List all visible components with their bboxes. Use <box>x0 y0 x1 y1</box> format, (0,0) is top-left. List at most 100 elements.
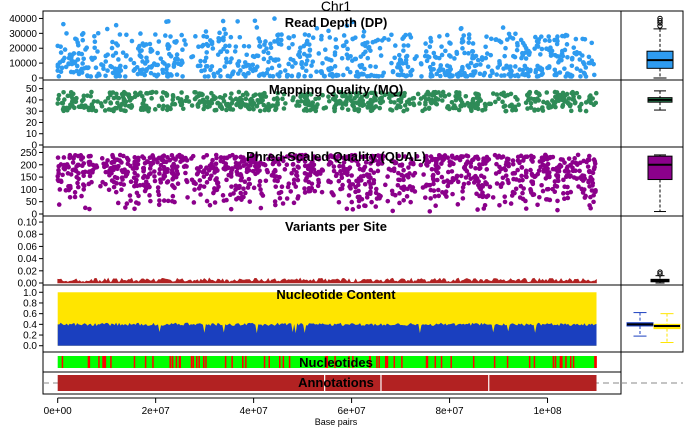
qual-point <box>481 206 487 211</box>
qual-point <box>295 164 301 170</box>
mapping-quality-point <box>470 98 476 103</box>
mapping-quality-point <box>345 95 351 100</box>
qual-point <box>455 202 461 207</box>
qual-point <box>87 173 93 179</box>
qual-point <box>494 161 499 167</box>
read-depth-point <box>400 36 405 41</box>
qual-point <box>260 161 266 167</box>
qual-point <box>280 155 286 161</box>
qual-point <box>276 190 282 196</box>
qual-point <box>221 166 227 171</box>
nucleotides-gap-mark <box>506 356 509 368</box>
read-depth-point <box>84 45 90 51</box>
read-depth-point <box>409 67 415 73</box>
read-depth-point <box>110 53 116 58</box>
qual-point <box>402 154 408 159</box>
read-depth-point <box>329 71 335 77</box>
qual-point <box>503 173 509 178</box>
qual-point <box>475 207 480 212</box>
qual-point <box>565 184 570 190</box>
read-depth-point <box>361 71 366 77</box>
read-depth-point <box>290 64 295 69</box>
qual-point <box>291 177 297 183</box>
read-depth-point <box>140 41 146 46</box>
qual-point <box>170 183 175 188</box>
qual-point <box>450 155 455 160</box>
qual-point <box>585 164 591 169</box>
qual-point <box>115 164 121 170</box>
read-depth-point <box>155 62 161 68</box>
read-depth-point <box>297 49 302 55</box>
read-depth-point <box>223 31 228 37</box>
mapping-quality-point <box>108 100 114 106</box>
mapping-quality-point <box>70 91 76 97</box>
qual-point <box>497 203 502 208</box>
qual-point <box>76 170 81 176</box>
qual-point <box>432 193 438 199</box>
read-depth-point <box>396 52 402 58</box>
qual-point <box>364 195 370 200</box>
qual-point <box>279 184 285 190</box>
mapping-quality-point <box>221 98 227 104</box>
nucleotides-gap-mark <box>434 356 437 368</box>
qual-point <box>373 204 379 209</box>
read-depth-point <box>452 56 457 61</box>
mapping-quality-point <box>106 107 112 112</box>
read-depth-point <box>306 33 312 38</box>
qual-point <box>454 154 460 160</box>
qual-point <box>239 175 244 181</box>
read-depth-point <box>423 49 429 54</box>
panel-title-nucleotides: Nucleotides <box>299 355 373 370</box>
read-depth-point <box>304 58 310 63</box>
qual-point <box>509 193 515 198</box>
read-depth-point <box>520 67 526 73</box>
qual-point <box>555 198 560 204</box>
mapping-quality-point <box>331 91 336 97</box>
read-depth-point <box>319 33 324 39</box>
qual-point <box>75 153 81 159</box>
read-depth-point <box>377 45 383 51</box>
mapping-quality-point <box>378 90 384 96</box>
read-depth-point <box>201 33 206 39</box>
qual-point <box>344 170 350 175</box>
qual-y-tick-label: 250 <box>20 148 37 159</box>
nucleotides-gap-mark <box>325 356 327 368</box>
read-depth-point <box>174 56 179 61</box>
qual-point <box>63 188 69 193</box>
qual-point <box>541 156 547 161</box>
nucleotides-gap-mark <box>87 356 90 368</box>
qual-point <box>397 163 403 168</box>
qual-point <box>234 197 239 202</box>
qual-point <box>435 177 440 183</box>
read-depth-point <box>105 52 110 57</box>
read-depth-point <box>430 73 435 79</box>
qual-point <box>404 194 410 199</box>
mapping-quality-point <box>246 106 252 112</box>
read-depth-point <box>199 43 205 49</box>
read-depth-point <box>264 70 270 76</box>
qual-point <box>134 183 140 189</box>
read-depth-point <box>527 68 533 74</box>
read-depth-point <box>537 66 542 72</box>
mapping-quality-point <box>399 96 404 101</box>
qual-point <box>537 159 543 164</box>
mapping-quality-point <box>81 93 87 99</box>
mapping-quality-point <box>60 107 66 112</box>
x-axis-tick-label: 6e+07 <box>338 406 367 417</box>
read-depth-point <box>123 64 128 70</box>
mapping-quality-point <box>183 98 189 104</box>
read-depth-point <box>461 33 467 38</box>
qual-point <box>358 154 364 160</box>
mapping-quality-point <box>111 95 117 101</box>
read-depth-point <box>582 36 588 42</box>
read-depth-y-tick-label: 30000 <box>9 29 37 40</box>
read-depth-point <box>289 73 295 79</box>
qual-point <box>520 177 525 183</box>
qual-point <box>515 154 521 160</box>
nucleotides-gap-mark <box>102 356 104 368</box>
qual-point <box>247 199 253 204</box>
qual-point <box>590 180 596 186</box>
qual-point <box>288 189 294 194</box>
read-depth-point <box>454 49 459 55</box>
